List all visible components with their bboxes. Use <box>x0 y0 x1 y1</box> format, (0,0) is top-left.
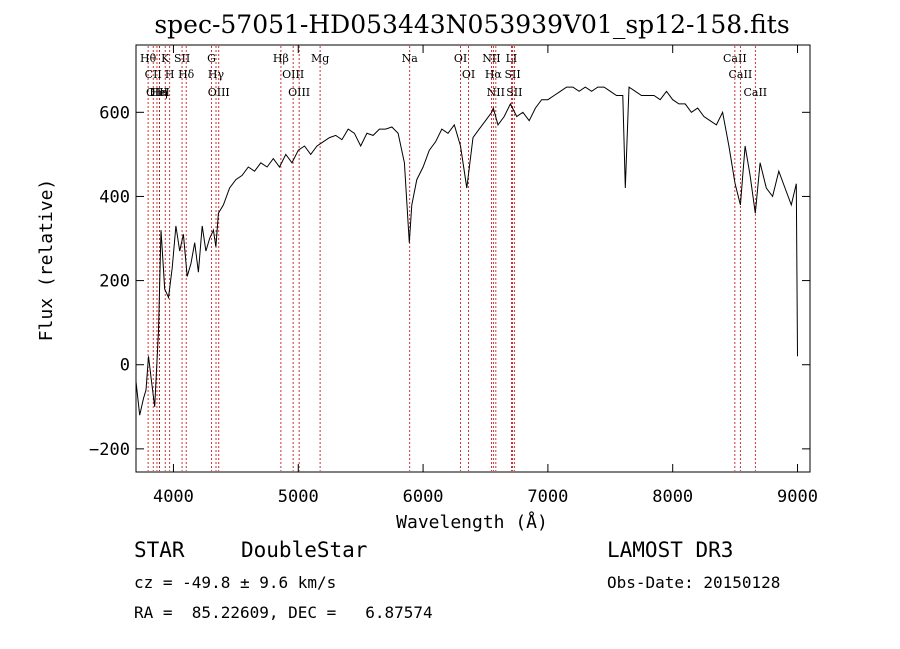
spectral-line-label: Hα <box>485 68 503 81</box>
x-axis-label: Wavelength (Å) <box>396 511 548 533</box>
object-class: STAR <box>134 538 185 562</box>
spectral-line-label: OI <box>454 52 467 65</box>
spectral-line-label: Na <box>402 52 419 65</box>
spectral-line-label: OIII <box>288 86 310 99</box>
spectral-line-label: Hδ <box>178 68 195 81</box>
y-axis-ticks: −200 0 200 400 600 <box>89 103 810 460</box>
spectral-line-label: CaII <box>723 52 747 65</box>
spectral-line-label: NII <box>482 52 500 65</box>
coordinates: RA = 85.22609, DEC = 6.87574 <box>134 603 433 622</box>
spectral-line-label: CII <box>145 68 162 81</box>
y-axis-label: Flux (relative) <box>36 179 57 342</box>
y-tick-label: 400 <box>99 187 130 207</box>
spectral-line-labels: HθCIIOIIIHeIHηKHSIIHδGHγOIIIHβOIIIOIIIMg… <box>140 52 767 99</box>
spectral-line-label: SII <box>174 52 190 65</box>
spectral-line-label: OI <box>462 68 475 81</box>
x-tick-label: 9000 <box>777 487 818 507</box>
spectral-line-label: G <box>207 52 216 65</box>
spectral-line-label: OIII <box>208 86 230 99</box>
spectral-line-markers <box>147 46 756 471</box>
spectral-line-label: CaII <box>729 68 753 81</box>
object-subclass: DoubleStar <box>241 538 368 562</box>
spectrum-series-line <box>135 86 798 416</box>
observation-date: Obs-Date: 20150128 <box>607 573 781 592</box>
x-axis-ticks: 4000 5000 6000 7000 8000 9000 <box>153 45 818 507</box>
spectral-line-label: Hθ <box>140 52 157 65</box>
spectral-line-label: Hγ <box>208 68 225 81</box>
spectral-line-label: K <box>161 52 170 65</box>
redshift-cz: cz = -49.8 ± 9.6 km/s <box>134 573 337 592</box>
spectral-line-label: OIII <box>282 68 304 81</box>
spectral-line-label: CaII <box>743 86 767 99</box>
spectral-line-label: SII <box>504 68 520 81</box>
x-tick-label: 6000 <box>403 487 444 507</box>
spectral-line-label: H <box>165 68 175 81</box>
spectral-line-label: NII <box>487 86 505 99</box>
spectral-line-label: HeI <box>149 86 169 99</box>
x-tick-label: 5000 <box>278 487 319 507</box>
y-tick-label: 200 <box>99 272 130 292</box>
spectral-line-label: LI <box>506 52 518 65</box>
spectral-line-label: Mg <box>311 52 329 65</box>
y-tick-label: 600 <box>99 103 130 123</box>
x-tick-label: 4000 <box>153 487 194 507</box>
y-tick-label: 0 <box>120 356 130 376</box>
survey-name: LAMOST DR3 <box>607 538 734 562</box>
spectral-line-label: Hβ <box>273 52 289 65</box>
x-tick-label: 8000 <box>652 487 693 507</box>
spectral-line-label: Hη <box>151 86 167 99</box>
y-tick-label: −200 <box>89 440 130 460</box>
spectral-line-label: SII <box>506 86 522 99</box>
x-tick-label: 7000 <box>527 487 568 507</box>
chart-title: spec-57051-HD053443N053939V01_sp12-158.f… <box>154 10 789 39</box>
plot-frame <box>135 44 811 473</box>
spectral-line-label: OIII <box>146 86 168 99</box>
